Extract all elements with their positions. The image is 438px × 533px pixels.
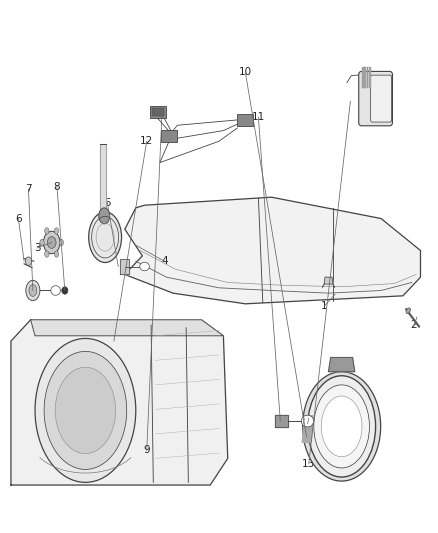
Bar: [150, 106, 166, 118]
Ellipse shape: [307, 376, 375, 477]
Text: 5: 5: [104, 198, 111, 207]
Text: 4: 4: [161, 256, 168, 266]
Bar: [237, 114, 253, 126]
Ellipse shape: [88, 212, 121, 263]
Ellipse shape: [40, 239, 44, 246]
Ellipse shape: [62, 287, 68, 294]
Polygon shape: [100, 144, 106, 216]
Bar: [152, 108, 164, 116]
Text: 8: 8: [53, 182, 60, 191]
Ellipse shape: [301, 415, 314, 427]
Text: 12: 12: [140, 136, 153, 146]
Bar: [364, 67, 366, 88]
Text: 2: 2: [410, 320, 417, 330]
Polygon shape: [11, 320, 228, 485]
Text: 10: 10: [239, 67, 252, 77]
Bar: [161, 130, 177, 142]
Text: 11: 11: [252, 112, 265, 122]
Text: 9: 9: [143, 446, 150, 455]
Ellipse shape: [43, 231, 60, 254]
Ellipse shape: [54, 228, 59, 234]
Bar: [367, 67, 368, 88]
Ellipse shape: [59, 239, 64, 246]
Text: 6: 6: [15, 214, 22, 223]
Ellipse shape: [45, 228, 49, 234]
Ellipse shape: [303, 372, 381, 481]
Polygon shape: [302, 416, 313, 442]
Ellipse shape: [47, 237, 56, 248]
Ellipse shape: [44, 351, 127, 470]
Ellipse shape: [99, 208, 110, 224]
Bar: [362, 67, 364, 88]
Polygon shape: [125, 197, 420, 304]
Polygon shape: [120, 259, 129, 274]
Ellipse shape: [51, 286, 60, 295]
Ellipse shape: [25, 257, 32, 265]
Text: 7: 7: [25, 184, 32, 194]
Ellipse shape: [406, 308, 410, 313]
Ellipse shape: [45, 251, 49, 257]
Polygon shape: [275, 415, 288, 427]
Ellipse shape: [54, 251, 59, 257]
Ellipse shape: [321, 396, 362, 457]
Ellipse shape: [55, 367, 116, 454]
Ellipse shape: [35, 338, 136, 482]
Ellipse shape: [314, 385, 370, 468]
Ellipse shape: [140, 262, 149, 271]
Polygon shape: [324, 277, 333, 284]
Polygon shape: [328, 358, 355, 372]
Text: 13: 13: [302, 459, 315, 469]
FancyBboxPatch shape: [359, 71, 392, 126]
Ellipse shape: [26, 280, 40, 301]
Text: 3: 3: [34, 243, 41, 253]
Text: 1: 1: [321, 302, 328, 311]
Polygon shape: [31, 320, 223, 336]
FancyBboxPatch shape: [371, 75, 392, 122]
Bar: [369, 67, 371, 88]
Ellipse shape: [29, 285, 37, 296]
